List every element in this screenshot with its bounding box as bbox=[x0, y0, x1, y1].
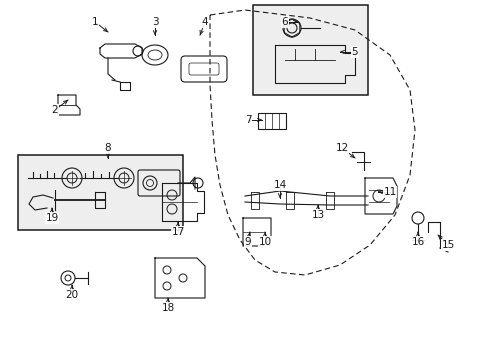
Bar bbox=[252, 5, 367, 95]
Bar bbox=[258, 113, 285, 129]
Text: 7: 7 bbox=[244, 115, 251, 125]
Text: 14: 14 bbox=[273, 180, 286, 190]
Text: 16: 16 bbox=[410, 237, 424, 247]
Text: 2: 2 bbox=[52, 105, 58, 115]
Text: 12: 12 bbox=[335, 143, 348, 153]
Text: 17: 17 bbox=[171, 227, 184, 237]
Text: 1: 1 bbox=[92, 17, 98, 27]
Text: 15: 15 bbox=[441, 240, 454, 250]
Bar bbox=[18, 155, 183, 230]
Text: 3: 3 bbox=[151, 17, 158, 27]
Text: 6: 6 bbox=[281, 17, 288, 27]
Text: 9: 9 bbox=[244, 237, 251, 247]
Text: 11: 11 bbox=[383, 187, 396, 197]
Text: 10: 10 bbox=[258, 237, 271, 247]
Text: 18: 18 bbox=[161, 303, 174, 313]
Text: 8: 8 bbox=[104, 143, 111, 153]
Text: 5: 5 bbox=[351, 47, 358, 57]
Text: 4: 4 bbox=[201, 17, 208, 27]
Text: 13: 13 bbox=[311, 210, 324, 220]
Text: 19: 19 bbox=[45, 213, 59, 223]
Text: 20: 20 bbox=[65, 290, 79, 300]
